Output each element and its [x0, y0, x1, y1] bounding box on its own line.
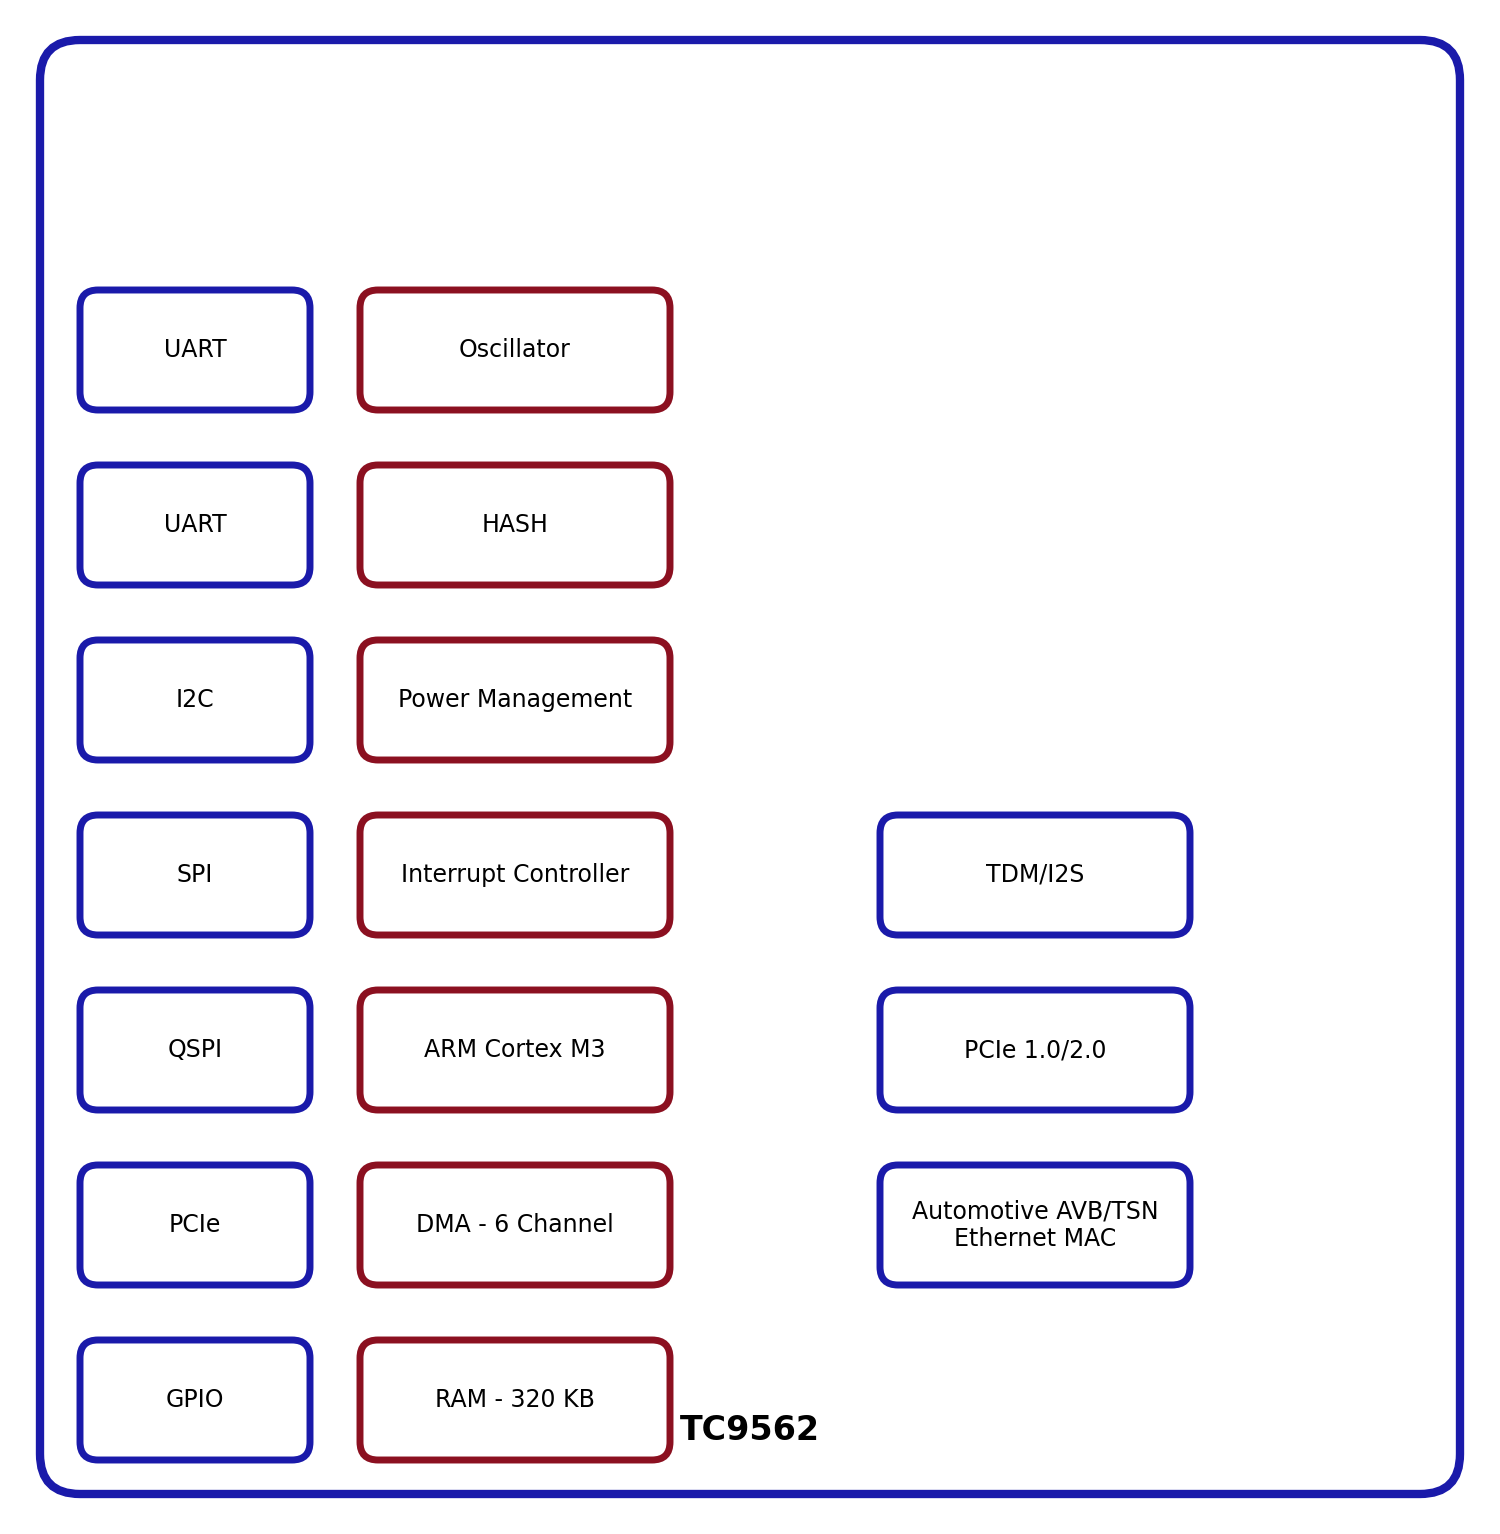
Text: Power Management: Power Management: [398, 689, 632, 712]
Text: PCIe: PCIe: [170, 1213, 220, 1236]
FancyBboxPatch shape: [80, 1164, 310, 1285]
Text: I2C: I2C: [176, 689, 214, 712]
Text: RAM - 320 KB: RAM - 320 KB: [435, 1388, 596, 1411]
FancyBboxPatch shape: [80, 465, 310, 584]
Text: QSPI: QSPI: [168, 1039, 222, 1062]
Text: HASH: HASH: [482, 512, 549, 537]
Text: SPI: SPI: [177, 864, 213, 887]
FancyBboxPatch shape: [880, 1164, 1190, 1285]
Text: DMA - 6 Channel: DMA - 6 Channel: [416, 1213, 614, 1236]
FancyBboxPatch shape: [880, 989, 1190, 1111]
Text: Automotive AVB/TSN
Ethernet MAC: Automotive AVB/TSN Ethernet MAC: [912, 1200, 1158, 1250]
FancyBboxPatch shape: [360, 640, 670, 759]
FancyBboxPatch shape: [80, 1341, 310, 1460]
Text: Interrupt Controller: Interrupt Controller: [400, 864, 628, 887]
FancyBboxPatch shape: [360, 290, 670, 410]
Text: Oscillator: Oscillator: [459, 337, 572, 362]
Text: TC9562: TC9562: [680, 1413, 820, 1447]
FancyBboxPatch shape: [80, 989, 310, 1111]
FancyBboxPatch shape: [80, 815, 310, 936]
FancyBboxPatch shape: [80, 290, 310, 410]
FancyBboxPatch shape: [360, 815, 670, 936]
Text: GPIO: GPIO: [165, 1388, 225, 1411]
FancyBboxPatch shape: [880, 815, 1190, 936]
FancyBboxPatch shape: [360, 1164, 670, 1285]
FancyBboxPatch shape: [80, 640, 310, 759]
Text: ARM Cortex M3: ARM Cortex M3: [424, 1039, 606, 1062]
Text: UART: UART: [164, 337, 226, 362]
FancyBboxPatch shape: [360, 465, 670, 584]
Text: UART: UART: [164, 512, 226, 537]
Text: TDM/I2S: TDM/I2S: [986, 864, 1084, 887]
FancyBboxPatch shape: [360, 989, 670, 1111]
FancyBboxPatch shape: [40, 40, 1460, 1494]
Text: PCIe 1.0/2.0: PCIe 1.0/2.0: [963, 1039, 1106, 1062]
FancyBboxPatch shape: [360, 1341, 670, 1460]
